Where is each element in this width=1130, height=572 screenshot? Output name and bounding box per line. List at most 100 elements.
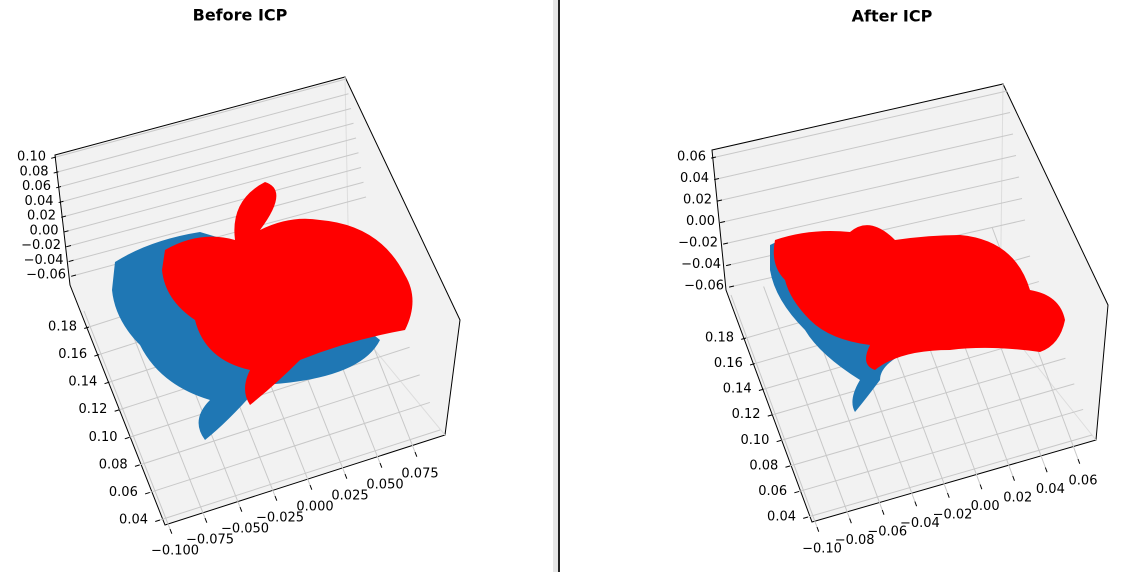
y-tick-label: 0.06: [758, 484, 787, 499]
tick-mark: [816, 526, 820, 532]
grid-line: [60, 108, 352, 187]
tick-mark: [749, 363, 755, 366]
y-tick-label: 0.18: [705, 331, 734, 346]
z-tick-label: 0.02: [27, 209, 56, 224]
tick-mark: [63, 230, 69, 233]
target-cloud: [773, 225, 1065, 370]
tick-mark: [144, 491, 151, 495]
z-tick-label: −0.02: [678, 236, 718, 251]
z-tick-label: 0.02: [683, 193, 712, 208]
y-tick-label: 0.18: [48, 320, 77, 335]
grid-line: [58, 93, 349, 173]
grid-line: [139, 374, 420, 466]
x-tick-label: 0.06: [1069, 474, 1098, 489]
tick-mark: [794, 490, 800, 494]
tick-mark: [309, 484, 313, 490]
tick-mark: [914, 501, 918, 507]
tick-mark: [1044, 467, 1048, 473]
tick-mark: [344, 473, 348, 479]
tick-mark: [776, 439, 782, 443]
grid-line: [129, 346, 410, 438]
grid-line: [799, 408, 1084, 492]
grid-line: [781, 357, 1066, 441]
tick-mark: [414, 451, 418, 457]
tick-mark: [881, 509, 885, 515]
z-tick-label: −0.04: [24, 253, 64, 268]
z-tick-label: 0.04: [25, 194, 54, 209]
tick-mark: [723, 242, 729, 245]
y-tick-label: 0.14: [723, 382, 752, 397]
tick-mark: [104, 381, 110, 385]
target-cloud: [162, 182, 413, 405]
x-tick-label: −0.100: [151, 544, 199, 559]
tick-mark: [155, 519, 161, 523]
tick-mark: [379, 462, 383, 468]
grid-line: [159, 429, 441, 521]
x-tick-label: 0.000: [296, 500, 333, 515]
z-tick-label: 0.08: [20, 164, 49, 179]
tick-mark: [134, 464, 140, 467]
point-cloud-before: [112, 182, 413, 440]
grid-line: [70, 167, 362, 246]
grid-line: [73, 181, 364, 261]
y-tick-label: 0.12: [732, 407, 761, 422]
tick-mark: [274, 495, 278, 501]
tick-mark: [729, 285, 735, 288]
tick-mark: [1012, 475, 1015, 481]
z-tick-label: −0.02: [21, 238, 61, 253]
z-tick-label: 0.00: [30, 223, 59, 238]
tick-mark: [947, 492, 950, 498]
x-tick-label: −0.025: [256, 511, 304, 526]
z-tick-label: 0.00: [686, 214, 715, 229]
chart-title: Before ICP: [193, 6, 288, 25]
tick-mark: [84, 326, 90, 330]
tick-mark: [767, 414, 773, 417]
tick-mark: [61, 215, 67, 218]
y-tick-label: 0.06: [109, 485, 138, 500]
tick-mark: [979, 484, 983, 490]
grid-line: [65, 137, 357, 217]
point-cloud-after: [770, 225, 1065, 412]
tick-mark: [94, 354, 100, 357]
y-tick-label: 0.04: [767, 510, 796, 525]
y-tick-label: 0.16: [58, 347, 87, 362]
tick-mark: [239, 506, 243, 512]
x-tick-label: 0.00: [971, 499, 1000, 514]
grid-line: [63, 122, 354, 202]
tick-mark: [114, 409, 120, 412]
grid-line: [727, 176, 1020, 244]
tick-mark: [711, 156, 717, 159]
grid-line: [715, 90, 1008, 158]
tick-mark: [124, 436, 130, 440]
grid-line: [763, 286, 851, 519]
x-tick-label: −0.08: [835, 533, 875, 548]
x-tick-label: −0.04: [900, 516, 940, 531]
grid-line: [718, 112, 1011, 179]
z-tick-label: −0.04: [681, 257, 721, 272]
grid-line: [149, 401, 431, 493]
tick-mark: [56, 186, 62, 189]
z-tick-label: 0.06: [22, 179, 51, 194]
y-tick-label: 0.04: [119, 513, 148, 528]
x-tick-label: 0.025: [331, 489, 368, 504]
y-tick-label: 0.08: [99, 457, 128, 472]
tick-mark: [53, 171, 59, 174]
y-tick-label: 0.16: [714, 356, 743, 371]
y-tick-label: 0.14: [68, 375, 97, 390]
tick-mark: [714, 178, 720, 181]
grid-line: [83, 310, 171, 530]
grid-line: [730, 294, 818, 528]
x-tick-label: −0.050: [221, 522, 269, 537]
grid-line: [807, 434, 1093, 518]
x-tick-label: 0.075: [401, 467, 438, 482]
z-tick-label: −0.06: [684, 279, 724, 294]
grid-line: [724, 155, 1017, 222]
x-tick-label: 0.04: [1036, 482, 1065, 497]
tick-mark: [849, 518, 852, 524]
tick-mark: [1077, 458, 1081, 464]
x-tick-label: 0.02: [1003, 491, 1032, 506]
tick-mark: [66, 245, 72, 248]
grid-line: [790, 383, 1075, 467]
tick-mark: [717, 199, 723, 202]
